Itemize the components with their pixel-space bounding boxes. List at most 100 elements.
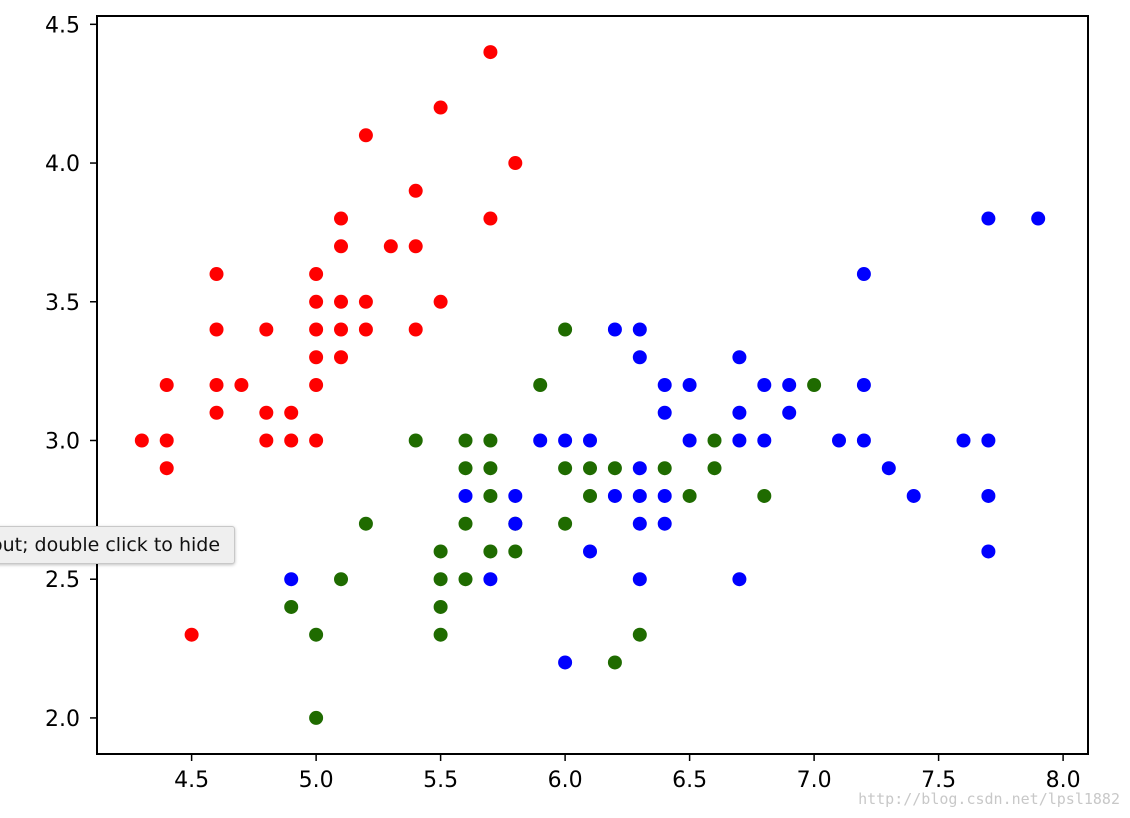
data-point [433, 294, 448, 309]
data-point [309, 294, 324, 309]
data-point [159, 378, 174, 392]
data-point [408, 239, 423, 254]
data-point [309, 627, 324, 642]
data-point [558, 433, 573, 448]
data-point [956, 433, 971, 448]
data-point [757, 433, 772, 448]
data-point [334, 239, 349, 254]
data-point [632, 350, 647, 365]
data-point [209, 405, 224, 420]
data-point [309, 322, 324, 337]
data-point [433, 572, 448, 587]
data-point [284, 433, 299, 448]
x-tick-label: 5.5 [423, 768, 458, 793]
data-point [732, 350, 747, 365]
x-tick-label: 4.5 [174, 768, 209, 793]
data-point [583, 433, 598, 448]
data-point [732, 572, 747, 587]
y-tick-label: 2.0 [45, 707, 80, 732]
data-point [881, 461, 896, 476]
data-point [458, 488, 473, 503]
data-point [458, 516, 473, 531]
data-point [358, 322, 373, 337]
data-point [782, 378, 797, 392]
tooltip[interactable]: out; double click to hide [0, 526, 236, 564]
data-point [732, 405, 747, 420]
data-point [483, 461, 498, 476]
plot-frame [96, 15, 1089, 755]
data-point [558, 655, 573, 670]
data-point [284, 572, 299, 587]
data-point [358, 128, 373, 143]
data-point [508, 516, 523, 531]
data-point [757, 378, 772, 392]
data-point [981, 433, 996, 448]
data-point [632, 572, 647, 587]
data-point [483, 488, 498, 503]
x-tick-label: 6.0 [548, 768, 583, 793]
data-point [309, 433, 324, 448]
data-point [558, 461, 573, 476]
data-point [856, 267, 871, 282]
data-point [483, 544, 498, 559]
chart-axes: 4.5 5.0 5.5 6.0 6.5 7.0 7.5 8.0 2.0 2.5 3.0 3.5 4.0 4… [45, 13, 1089, 793]
data-point [284, 405, 299, 420]
data-point [309, 710, 324, 725]
data-point [981, 488, 996, 503]
y-tick-label: 2.5 [45, 568, 80, 593]
data-point [284, 599, 299, 614]
data-point [458, 572, 473, 587]
data-point [259, 405, 274, 420]
watermark-text: http://blog.csdn.net/lpsl1882 [858, 790, 1120, 808]
data-point [408, 183, 423, 198]
data-point [707, 461, 722, 476]
data-point [458, 461, 473, 476]
data-point [558, 516, 573, 531]
data-point [483, 572, 498, 587]
data-point [508, 488, 523, 503]
data-point [358, 294, 373, 309]
data-point [906, 488, 921, 503]
data-point [657, 516, 672, 531]
data-point [334, 211, 349, 226]
data-point [856, 378, 871, 392]
data-point [682, 433, 697, 448]
data-point [483, 45, 498, 60]
data-point [732, 433, 747, 448]
data-point [533, 378, 548, 392]
data-point [583, 544, 598, 559]
data-point [334, 572, 349, 587]
y-tick-label: 3.5 [45, 291, 80, 316]
data-point [632, 516, 647, 531]
data-point [209, 267, 224, 282]
data-point [632, 461, 647, 476]
tooltip-text: out; double click to hide [0, 534, 221, 556]
data-point [657, 378, 672, 392]
y-tick-label: 4.0 [45, 152, 80, 177]
data-point [682, 378, 697, 392]
data-point [309, 267, 324, 282]
data-point [1031, 211, 1046, 226]
data-point [184, 627, 199, 642]
data-point [159, 461, 174, 476]
data-point [259, 322, 274, 337]
data-point [632, 488, 647, 503]
data-point [981, 544, 996, 559]
y-tick-label: 3.0 [45, 429, 80, 454]
chart-marks [134, 45, 1046, 725]
data-point [657, 405, 672, 420]
data-point [657, 488, 672, 503]
data-point [259, 433, 274, 448]
data-point [682, 488, 697, 503]
data-point [607, 488, 622, 503]
data-point [607, 461, 622, 476]
data-point [533, 433, 548, 448]
x-tick-label: 5.0 [299, 768, 334, 793]
data-point [981, 211, 996, 226]
data-point [583, 461, 598, 476]
data-point [408, 433, 423, 448]
x-tick-label: 8.0 [1046, 768, 1081, 793]
data-point [358, 516, 373, 531]
data-point [558, 322, 573, 337]
